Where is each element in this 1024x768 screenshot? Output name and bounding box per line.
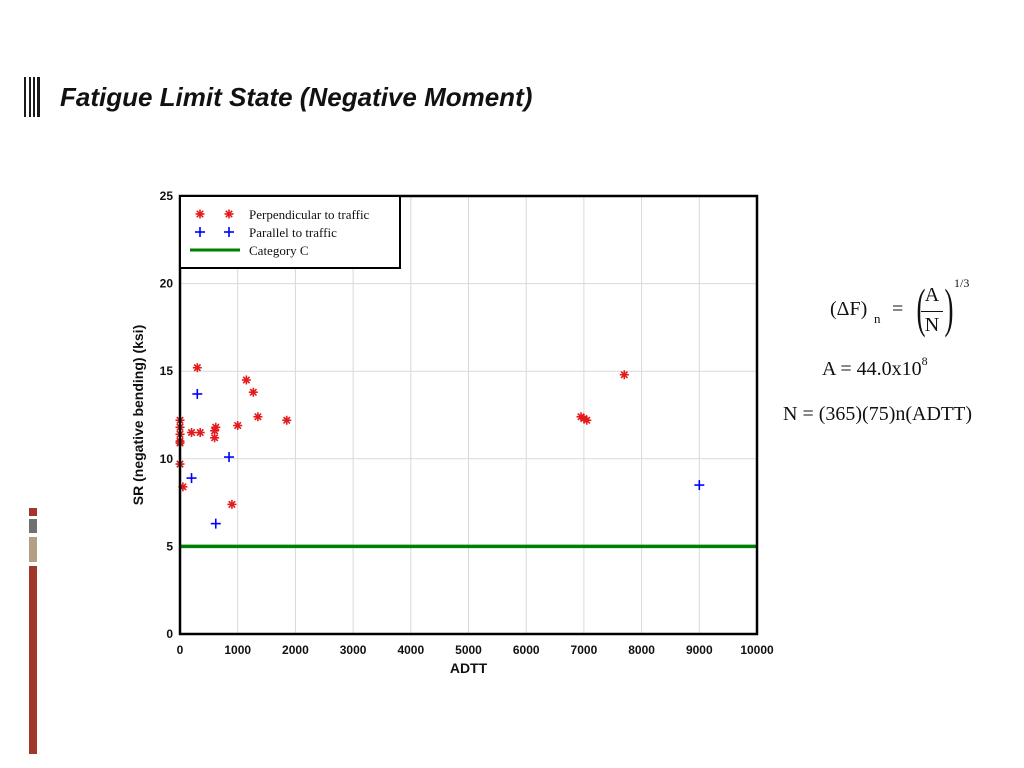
y-tick-label: 0 [166,627,173,641]
legend-label: Category C [249,243,309,258]
legend-symbol-perpendicular [224,209,234,219]
x-tick-label: 4000 [397,643,424,657]
formula-equals: = [892,298,904,320]
point-parallel [192,388,203,399]
y-tick-label: 5 [166,539,173,553]
formula-stress-range: (ΔF) n = ( A N ) 1/3 [830,276,980,342]
tick-labels: 0 1000 2000 3000 4000 5000 6000 7000 8000 9000 100… [160,189,774,657]
formula-numerator: A [924,284,940,306]
point-perpendicular [253,412,263,422]
y-tick-label: 10 [160,452,174,466]
x-tick-label: 6000 [513,643,540,657]
slide-title: Fatigue Limit State (Negative Moment) [60,82,533,112]
x-tick-label: 3000 [340,643,367,657]
legend-symbol-parallel [195,227,205,237]
y-tick-label: 15 [160,364,174,378]
point-perpendicular [211,422,221,432]
point-perpendicular [210,433,220,443]
point-parallel [224,452,235,463]
formula-exponent: 1/3 [954,276,970,290]
formula-subscript-n: n [874,311,881,326]
legend: Perpendicular to traffic Parallel to traf… [179,195,401,269]
formula-denominator: N [924,314,940,336]
formula-constant-a: A = 44.0x108 [822,354,928,381]
y-tick-label: 25 [160,189,174,203]
x-tick-label: 2000 [282,643,309,657]
point-perpendicular [248,387,258,397]
legend-box [179,195,401,269]
point-parallel [210,518,221,529]
point-parallel [186,473,197,484]
accent-bar-grey [29,519,37,533]
x-tick-label: 10000 [740,643,774,657]
formula-fraction-bar [921,311,943,312]
legend-symbol-perpendicular [195,209,205,219]
formula-paren-left: ( [916,278,926,338]
point-perpendicular [195,428,205,438]
formula-a-exponent: 8 [921,354,928,368]
accent-bar-tan [29,537,37,562]
y-tick-label: 20 [160,277,174,291]
y-axis-title: SR (negative bending) (ksi) [130,325,146,505]
series-layer [175,363,757,549]
formula-paren-right: ) [944,278,954,338]
point-perpendicular [187,428,197,438]
legend-label: Parallel to traffic [249,225,337,240]
x-axis-title: ADTT [450,660,488,676]
accent-bar-top [29,508,37,516]
point-perpendicular [282,415,292,425]
point-perpendicular [582,415,592,425]
title-bullet-mark [24,77,42,117]
x-tick-label: 5000 [455,643,482,657]
accent-bar-main [29,566,37,754]
formula-n-text: N = (365)(75)n(ADTT) [783,403,973,425]
x-tick-label: 8000 [628,643,655,657]
formula-a-text: A = 44.0x10 [822,358,922,380]
x-tick-label: 9000 [686,643,713,657]
formula-cycles-n: N = (365)(75)n(ADTT) [783,403,972,426]
point-perpendicular [241,375,251,385]
point-perpendicular [192,363,202,373]
point-perpendicular [227,499,237,509]
point-perpendicular [619,370,629,380]
x-tick-label: 7000 [571,643,598,657]
point-perpendicular [233,421,243,431]
formula-delta-f: (ΔF) [830,298,868,320]
legend-symbol-parallel [224,227,234,237]
x-tick-label: 0 [177,643,184,657]
x-tick-label: 1000 [224,643,251,657]
point-parallel [694,480,705,491]
legend-label: Perpendicular to traffic [249,207,370,222]
plot-frame [178,194,759,636]
